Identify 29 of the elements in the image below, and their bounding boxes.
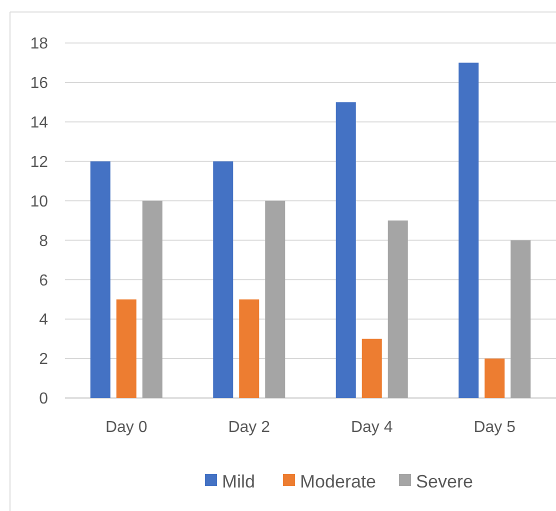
y-tick-label: 2 <box>39 351 48 368</box>
y-tick-label: 8 <box>39 232 48 250</box>
bar <box>265 200 286 398</box>
y-tick-label: 0 <box>39 390 48 408</box>
bar <box>142 200 162 398</box>
y-tick-label: 12 <box>30 154 48 171</box>
y-tick-label: 10 <box>30 193 48 210</box>
x-tick-label: Day 2 <box>228 419 270 436</box>
y-tick-label: 4 <box>39 312 48 329</box>
legend-label: Severe <box>416 471 474 492</box>
y-tick-label: 18 <box>30 36 48 53</box>
bar <box>90 161 110 398</box>
y-tick-label: 16 <box>30 75 48 92</box>
y-tick-label: 14 <box>30 114 48 132</box>
x-tick-label: Day 4 <box>350 419 393 436</box>
legend-label: Moderate <box>300 471 376 492</box>
bar <box>388 220 408 398</box>
bar <box>239 299 260 398</box>
bar <box>116 299 136 398</box>
bar <box>362 338 382 398</box>
bar <box>213 161 234 398</box>
bar <box>336 102 356 398</box>
x-tick-label: Day 0 <box>105 419 148 436</box>
x-tick-label: Day 5 <box>474 419 516 436</box>
y-tick-label: 6 <box>39 272 48 290</box>
bar <box>484 358 505 398</box>
legend-label: Mild <box>222 471 256 492</box>
bar <box>458 62 479 398</box>
bar <box>510 240 531 398</box>
